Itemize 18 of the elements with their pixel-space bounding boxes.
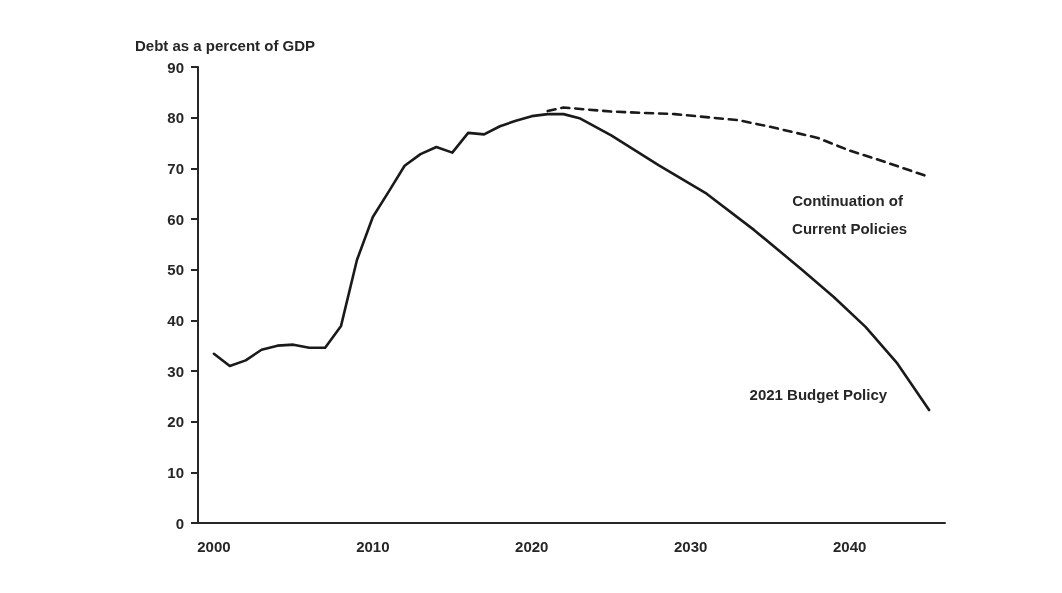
y-tick-label: 60 (167, 210, 184, 228)
y-tick-label: 70 (167, 159, 184, 177)
y-tick-label: 80 (167, 109, 184, 127)
y-tick-label: 40 (167, 311, 184, 329)
y-axis-title: Debt as a percent of GDP (135, 37, 316, 54)
y-tick-label: 10 (167, 463, 184, 481)
y-tick-label: 50 (167, 261, 184, 279)
y-tick-label: 20 (167, 413, 184, 431)
y-tick-label: 30 (167, 362, 184, 380)
x-tick-label: 2030 (674, 538, 708, 555)
series-label: Continuation of Current Policies (792, 192, 908, 238)
y-tick-label: 90 (167, 58, 184, 76)
x-tick-label: 2000 (197, 538, 231, 555)
x-tick-label: 2020 (515, 538, 549, 555)
y-tick-label: 0 (175, 514, 184, 532)
x-tick-label: 2040 (832, 538, 867, 555)
x-tick-label: 2010 (356, 538, 390, 555)
series-label: 2021 Budget Policy (749, 385, 888, 403)
